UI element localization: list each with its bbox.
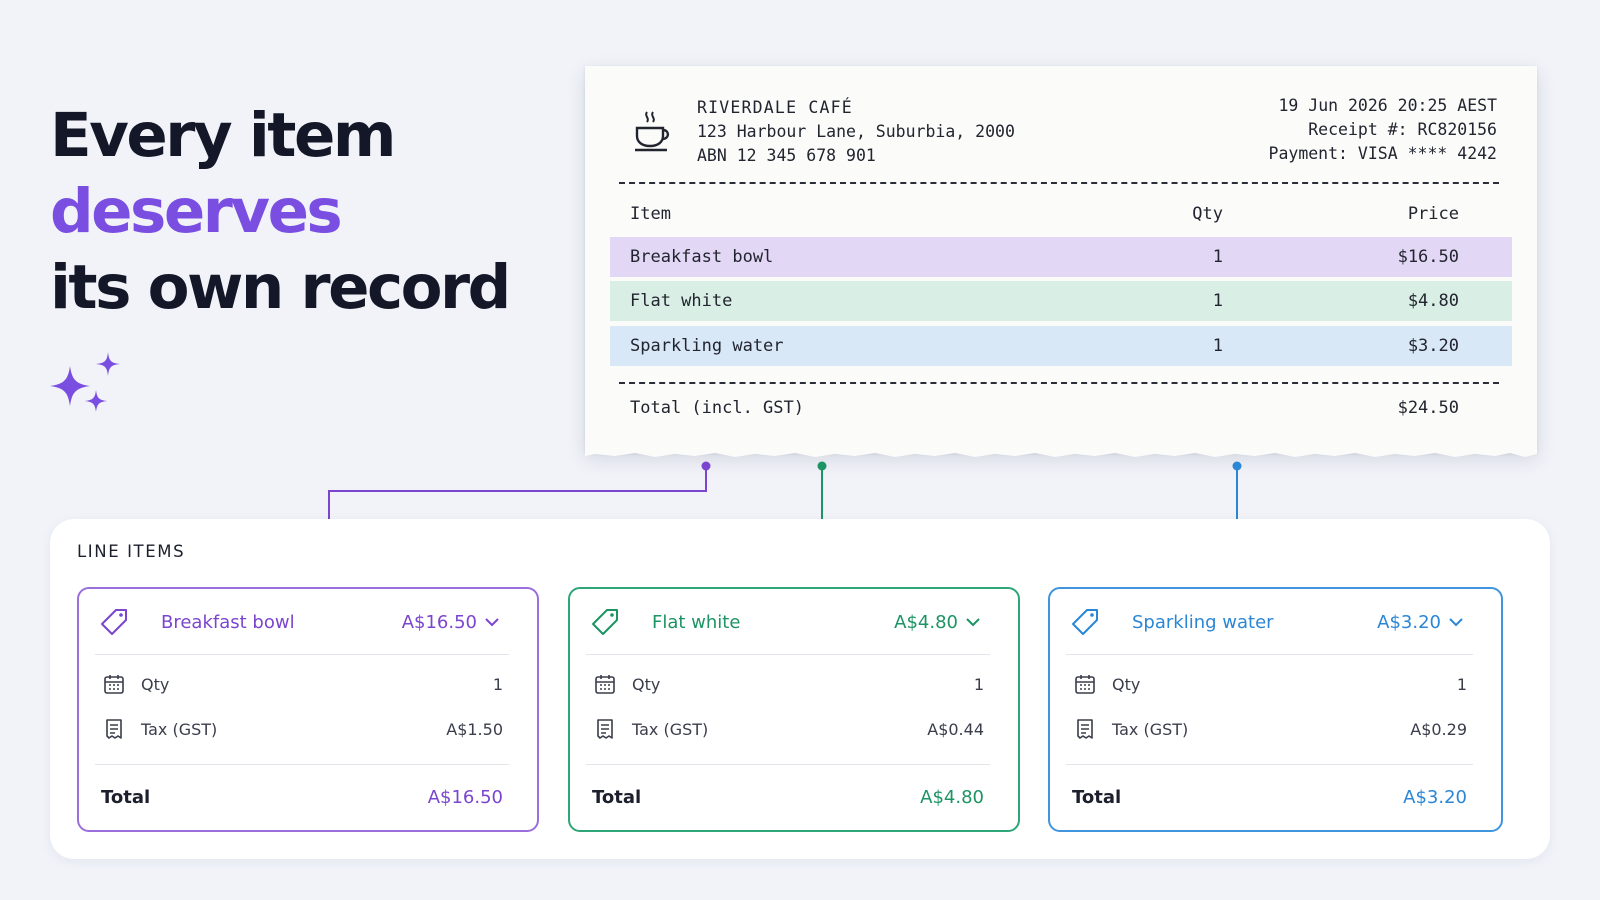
card-divider <box>1066 764 1473 765</box>
header-qty: Qty <box>1192 204 1223 224</box>
row-item: Sparkling water <box>630 336 784 356</box>
card-item-amount: A$4.80 <box>894 612 958 633</box>
tax-value: A$1.50 <box>446 719 503 739</box>
receipt: RIVERDALE CAFÉ 123 Harbour Lane, Suburbi… <box>585 66 1537 457</box>
receipt-meta: 19 Jun 2026 20:25 AEST Receipt #: RC8201… <box>1269 94 1497 166</box>
tax-label: Tax (GST) <box>632 719 709 739</box>
shop-abn: ABN 12 345 678 901 <box>697 146 876 165</box>
row-qty: 1 <box>1212 247 1223 267</box>
panel-title: LINE ITEMS <box>77 542 186 561</box>
dashed-divider <box>619 382 1499 384</box>
card-total-value: A$16.50 <box>427 786 503 808</box>
line-items-panel: LINE ITEMS Breakfast bowl A$16.50 Qty 1 <box>50 519 1550 859</box>
tax-label: Tax (GST) <box>141 719 218 739</box>
row-price: $3.20 <box>1407 336 1459 356</box>
tax-label: Tax (GST) <box>1112 719 1189 739</box>
receipt-icon <box>106 719 122 739</box>
price-tag-icon <box>1072 609 1098 635</box>
row-item: Breakfast bowl <box>630 247 774 267</box>
total-value: $24.50 <box>1397 398 1459 418</box>
torn-edge <box>585 451 1537 457</box>
qty-value: 1 <box>492 674 503 694</box>
line-item-card-flat-white[interactable]: Flat white A$4.80 Qty 1 Tax (GST) A$0.44 <box>568 587 1020 832</box>
card-item-name: Sparkling water <box>1132 612 1274 633</box>
card-total-label: Total <box>592 786 642 808</box>
chevron-down-icon[interactable] <box>1449 618 1463 627</box>
tax-value: A$0.44 <box>927 719 984 739</box>
receipt-header-row: Item Qty Price <box>630 202 1459 226</box>
calendar-icon <box>595 675 615 694</box>
qty-row: Qty 1 <box>103 672 503 696</box>
card-total-row: Total A$4.80 <box>592 784 984 810</box>
qty-value: 1 <box>1456 674 1467 694</box>
card-item-name: Flat white <box>652 612 741 633</box>
hero-headline: Every item deserves its own record <box>50 98 511 326</box>
dashed-divider <box>619 182 1499 184</box>
card-divider <box>95 764 509 765</box>
sparkles-icon <box>50 352 120 412</box>
row-price: $16.50 <box>1397 247 1459 267</box>
tax-row: Tax (GST) A$1.50 <box>103 717 503 741</box>
card-item-amount: A$16.50 <box>401 612 477 633</box>
headline-line-1: Every item <box>50 100 396 171</box>
header-price: Price <box>1407 204 1459 224</box>
shop-address: 123 Harbour Lane, Suburbia, 2000 <box>697 122 1015 141</box>
shop-name: RIVERDALE CAFÉ <box>697 98 853 117</box>
qty-row: Qty 1 <box>1074 672 1467 696</box>
row-item: Flat white <box>630 291 733 311</box>
receipt-payment: Payment: VISA **** 4242 <box>1268 144 1497 163</box>
qty-label: Qty <box>632 674 661 694</box>
shop-info: RIVERDALE CAFÉ 123 Harbour Lane, Suburbi… <box>697 96 1015 168</box>
price-tag-icon <box>592 609 618 635</box>
headline-line-2: deserves <box>50 176 343 247</box>
card-item-name: Breakfast bowl <box>161 612 295 633</box>
chevron-down-icon[interactable] <box>966 618 980 627</box>
line-item-card-breakfast-bowl[interactable]: Breakfast bowl A$16.50 Qty 1 Tax (GST) A… <box>77 587 539 832</box>
card-item-amount: A$3.20 <box>1377 612 1441 633</box>
qty-value: 1 <box>973 674 984 694</box>
card-total-value: A$3.20 <box>1403 786 1467 808</box>
chevron-down-icon[interactable] <box>485 618 499 627</box>
card-divider <box>1066 654 1473 655</box>
card-total-label: Total <box>1072 786 1122 808</box>
row-qty: 1 <box>1212 336 1223 356</box>
row-price: $4.80 <box>1407 291 1459 311</box>
receipt-row: Breakfast bowl 1 $16.50 <box>610 237 1512 277</box>
receipt-row: Sparkling water 1 $3.20 <box>610 326 1512 366</box>
receipt-datetime: 19 Jun 2026 20:25 AEST <box>1278 96 1497 115</box>
tax-row: Tax (GST) A$0.44 <box>594 717 984 741</box>
calendar-icon <box>104 675 124 694</box>
calendar-icon <box>1075 675 1095 694</box>
row-qty: 1 <box>1212 291 1223 311</box>
receipt-icon <box>1077 719 1093 739</box>
card-total-value: A$4.80 <box>920 786 984 808</box>
qty-row: Qty 1 <box>594 672 984 696</box>
qty-label: Qty <box>141 674 170 694</box>
receipt-icon <box>597 719 613 739</box>
tax-row: Tax (GST) A$0.29 <box>1074 717 1467 741</box>
headline-line-3: its own record <box>50 252 511 323</box>
tax-value: A$0.29 <box>1410 719 1467 739</box>
header-item: Item <box>630 204 671 224</box>
qty-label: Qty <box>1112 674 1141 694</box>
receipt-total-row: Total (incl. GST) $24.50 <box>630 396 1459 420</box>
total-label: Total (incl. GST) <box>630 398 804 418</box>
card-divider <box>586 764 990 765</box>
line-item-card-sparkling-water[interactable]: Sparkling water A$3.20 Qty 1 Tax (GST) A… <box>1048 587 1503 832</box>
receipt-number: Receipt #: RC820156 <box>1308 120 1497 139</box>
card-total-row: Total A$3.20 <box>1072 784 1467 810</box>
card-divider <box>586 654 990 655</box>
card-total-label: Total <box>101 786 151 808</box>
price-tag-icon <box>101 609 127 635</box>
receipt-row: Flat white 1 $4.80 <box>610 281 1512 321</box>
coffee-cup-icon <box>635 111 670 152</box>
card-total-row: Total A$16.50 <box>101 784 503 810</box>
card-divider <box>95 654 509 655</box>
